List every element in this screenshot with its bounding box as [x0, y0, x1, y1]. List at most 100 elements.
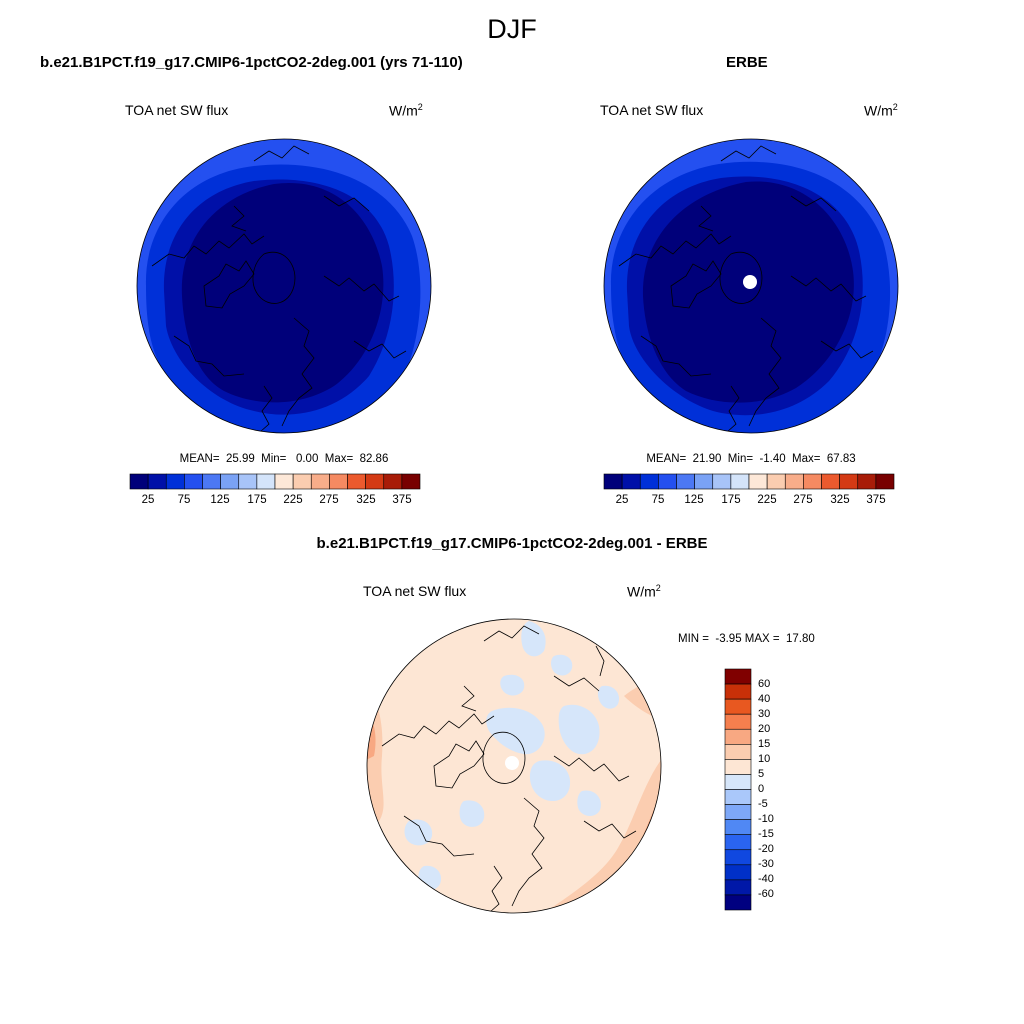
colorbar-cell [724, 864, 752, 881]
colorbar-tick: 60 [758, 678, 771, 690]
colorbar-tick: 25 [615, 494, 629, 506]
colorbar-cell [724, 789, 752, 805]
colorbar-tick: -5 [758, 798, 768, 810]
colorbar-cell [310, 473, 330, 490]
colorbar-tick: 0 [758, 783, 765, 795]
cool-patch [597, 685, 620, 709]
colorbar-cell [748, 473, 768, 490]
colorbar-cell [184, 473, 203, 490]
panel-3-variable: TOA net SW flux [363, 583, 467, 599]
colorbar-cell [694, 473, 714, 490]
colorbar-cell [784, 473, 804, 490]
colorbar-cell [238, 473, 258, 490]
colorbar-cell [803, 473, 822, 490]
colorbar-cell [766, 473, 786, 490]
colorbar-tick: -40 [758, 873, 774, 885]
panel-2-case-title: ERBE [726, 54, 768, 71]
colorbar-cell [857, 473, 877, 490]
colorbar-cell [724, 834, 752, 851]
colorbar-cell [839, 473, 859, 490]
colorbar-tick: 225 [283, 494, 303, 506]
colorbar-cell [220, 473, 240, 490]
colorbar-tick: -30 [758, 858, 774, 870]
cool-patch [558, 704, 600, 755]
colorbar-cell [724, 774, 752, 790]
colorbar-cell [292, 473, 312, 490]
colorbar-cell [202, 473, 221, 490]
panel-2-map-border [603, 138, 899, 434]
cool-patch [529, 760, 571, 802]
colorbar-tick: 125 [684, 494, 704, 506]
colorbar-tick: -20 [758, 843, 774, 855]
colorbar-tick: -15 [758, 828, 774, 840]
panel-2-polar-map [603, 138, 899, 434]
colorbar-tick: 275 [319, 494, 339, 506]
colorbar-tick: 125 [210, 494, 230, 506]
colorbar-cell [724, 849, 752, 866]
colorbar-cell [730, 473, 750, 490]
colorbar-tick: 25 [141, 494, 155, 506]
colorbar-cell [129, 473, 149, 490]
cool-patch [551, 654, 573, 676]
panel-2-units: W/m2 [864, 102, 898, 119]
panel-3-polar-map [366, 618, 662, 914]
colorbar-cell [724, 698, 752, 715]
missing-data-hole [505, 756, 519, 770]
missing-data-hole [743, 275, 757, 289]
cool-patch [500, 674, 525, 696]
colorbar-cell [724, 668, 752, 685]
coastlines [618, 145, 874, 433]
colorbar-tick: 20 [758, 723, 771, 735]
cool-patch [577, 790, 601, 816]
colorbar-cell [274, 473, 294, 490]
panel-1-variable: TOA net SW flux [125, 102, 229, 118]
panel-1-units: W/m2 [389, 102, 423, 119]
colorbar-tick: 325 [830, 494, 850, 506]
coastlines [381, 625, 637, 913]
colorbar-cell [676, 473, 695, 490]
colorbar-tick: 225 [757, 494, 777, 506]
colorbar-cell [639, 473, 659, 490]
panel-2-stats: MEAN= 21.90 Min= -1.40 Max= 67.83 [646, 453, 856, 465]
panel-3-case-title: b.e21.B1PCT.f19_g17.CMIP6-1pctCO2-2deg.0… [316, 535, 708, 552]
colorbar-cell [147, 473, 167, 490]
panel-1-colorbar [129, 473, 421, 490]
colorbar-tick: 275 [793, 494, 813, 506]
panel-1-map-border [136, 138, 432, 434]
colorbar-cell [724, 759, 752, 775]
panel-1-colorbar-ticks: 25 75 125 175 225 275 325 375 [130, 494, 420, 510]
panel-2-colorbar-ticks: 25 75 125 175 225 275 325 375 [604, 494, 894, 510]
colorbar-tick: 75 [177, 494, 191, 506]
colorbar-cell [724, 804, 752, 820]
colorbar-cell [383, 473, 403, 490]
colorbar-tick: 325 [356, 494, 376, 506]
colorbar-cell [724, 819, 752, 835]
cool-patch [521, 621, 546, 657]
polar-core [642, 181, 854, 403]
colorbar-cell [875, 473, 895, 490]
panel-3-units: W/m2 [627, 583, 661, 600]
colorbar-cell [724, 728, 752, 745]
colorbar-cell [658, 473, 677, 490]
colorbar-tick: 75 [651, 494, 665, 506]
panel-2-colorbar [603, 473, 895, 490]
colorbar-cell [712, 473, 732, 490]
figure-title: DJF [487, 14, 537, 44]
colorbar-cell [347, 473, 366, 490]
cool-patch [486, 707, 545, 755]
colorbar-cell [603, 473, 623, 490]
colorbar-tick: 10 [758, 753, 771, 765]
colorbar-cell [821, 473, 840, 490]
coastlines [151, 145, 407, 433]
colorbar-cell [365, 473, 385, 490]
colorbar-cell [724, 713, 752, 730]
colorbar-tick: 375 [866, 494, 886, 506]
panel-2-variable: TOA net SW flux [600, 102, 704, 118]
panel-3-map-border [366, 618, 662, 914]
colorbar-cell [329, 473, 348, 490]
panel-3-colorbar [724, 668, 752, 911]
colorbar-tick: -60 [758, 888, 774, 900]
colorbar-tick: -10 [758, 813, 774, 825]
colorbar-tick: 15 [758, 738, 771, 750]
